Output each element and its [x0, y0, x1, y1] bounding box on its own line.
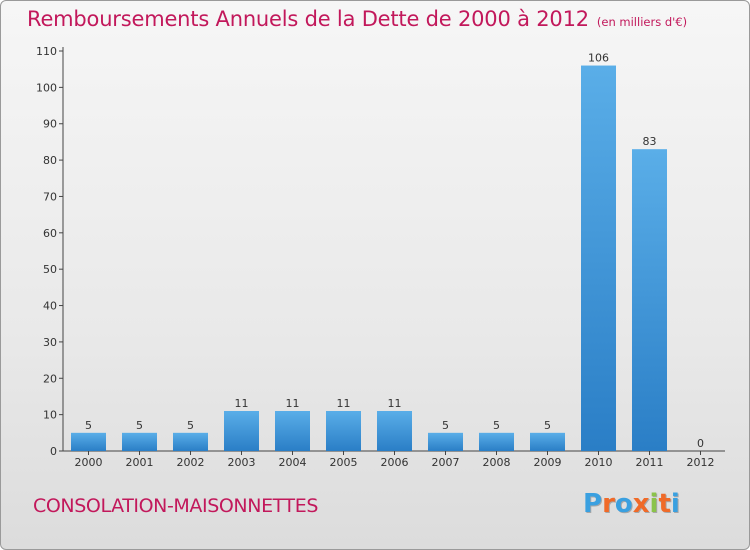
- bar-2007: [428, 432, 463, 451]
- bar-2011: [632, 149, 667, 451]
- bar-2006: [377, 411, 412, 451]
- bars: [71, 65, 667, 451]
- x-tick-label: 2009: [534, 456, 562, 469]
- x-tick-label: 2002: [177, 456, 205, 469]
- y-tick-label: 60: [43, 227, 57, 240]
- y-tick-label: 90: [43, 118, 57, 131]
- x-tick-label: 2008: [483, 456, 511, 469]
- value-label-2003: 11: [235, 397, 249, 410]
- y-tick-label: 20: [43, 372, 57, 385]
- x-tick-label: 2007: [432, 456, 460, 469]
- y-tick-label: 70: [43, 190, 57, 203]
- logo-letter: i: [670, 489, 680, 519]
- y-tick-label: 40: [43, 300, 57, 313]
- logo-letter: x: [632, 489, 650, 519]
- logo-letter: i: [649, 489, 659, 519]
- bar-2003: [224, 411, 259, 451]
- value-label-2009: 5: [544, 419, 551, 432]
- value-labels: 5 5 5 11 11 11 11 5 5 5 106 83 0: [85, 52, 704, 450]
- bar-2008: [479, 432, 514, 451]
- x-tick-label: 2000: [75, 456, 103, 469]
- bar-2005: [326, 411, 361, 451]
- commune-name: CONSOLATION-MAISONNETTES: [33, 495, 319, 517]
- value-label-2006: 11: [388, 397, 402, 410]
- chart-title: Remboursements Annuels de la Dette de 20…: [27, 7, 687, 31]
- y-axis: 0 10 20 30 40 50 60 70 80 90 100 110: [36, 45, 64, 458]
- x-tick-label: 2006: [381, 456, 409, 469]
- unit-text: (en milliers d'€): [596, 15, 688, 29]
- value-label-2008: 5: [493, 419, 500, 432]
- x-tick-label: 2004: [279, 456, 307, 469]
- value-label-2012: 0: [697, 437, 704, 450]
- y-tick-label: 10: [43, 409, 57, 422]
- x-axis: 2000 2001 2002 2003 2004 2005 2006 2007 2008 2009…: [63, 450, 725, 469]
- bar-2010: [581, 65, 616, 451]
- x-tick-label: 2003: [228, 456, 256, 469]
- logo-letter: o: [614, 489, 633, 519]
- value-label-2005: 11: [337, 397, 351, 410]
- y-tick-label: 50: [43, 263, 57, 276]
- value-label-2004: 11: [286, 397, 300, 410]
- y-tick-label: 30: [43, 336, 57, 349]
- x-tick-label: 2012: [687, 456, 715, 469]
- y-tick-label: 100: [36, 81, 57, 94]
- y-tick-label: 80: [43, 154, 57, 167]
- value-label-2001: 5: [136, 419, 143, 432]
- logo-letter: t: [658, 489, 671, 519]
- x-tick-label: 2010: [585, 456, 613, 469]
- bar-2002: [173, 432, 208, 451]
- proxiti-logo[interactable]: Proxiti: [583, 489, 680, 519]
- title-text: Remboursements Annuels de la Dette de 20…: [27, 7, 589, 31]
- bar-2001: [122, 432, 157, 451]
- logo-letter: P: [583, 489, 603, 519]
- y-tick-label: 0: [50, 445, 57, 458]
- y-tick-label: 110: [36, 45, 57, 58]
- bar-2004: [275, 411, 310, 451]
- value-label-2002: 5: [187, 419, 194, 432]
- value-label-2007: 5: [442, 419, 449, 432]
- bar-2009: [530, 432, 565, 451]
- bar-2000: [71, 432, 106, 451]
- x-tick-label: 2005: [330, 456, 358, 469]
- value-label-2010: 106: [588, 52, 609, 65]
- logo-letter: r: [602, 489, 615, 519]
- x-tick-label: 2001: [126, 456, 154, 469]
- value-label-2000: 5: [85, 419, 92, 432]
- x-tick-label: 2011: [636, 456, 664, 469]
- value-label-2011: 83: [643, 135, 657, 148]
